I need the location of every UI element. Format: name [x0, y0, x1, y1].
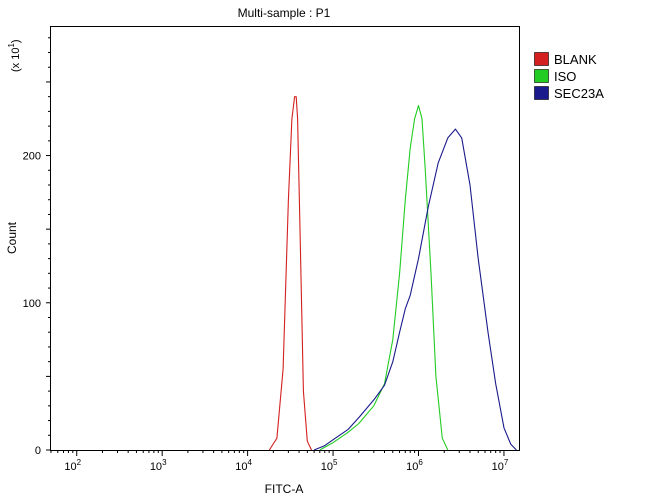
- legend-swatch-sec23a: [534, 86, 549, 100]
- x-axis-label: FITC-A: [265, 482, 304, 496]
- plot-frame: [50, 26, 520, 451]
- legend: BLANK ISO SEC23A: [534, 52, 604, 101]
- x-tick-label: 103: [150, 458, 167, 473]
- series-line-sec23a: [313, 128, 517, 451]
- chart-title: Multi-sample : P1: [238, 6, 331, 20]
- x-tick-label: 102: [64, 458, 81, 473]
- y-tick-label: 0: [35, 445, 41, 457]
- legend-swatch-iso: [534, 69, 549, 83]
- series-line-iso: [319, 104, 449, 451]
- series-line-blank: [268, 96, 312, 451]
- legend-label-blank: BLANK: [554, 52, 597, 67]
- x-tick-label: 107: [492, 458, 509, 473]
- x-tick-label: 106: [406, 458, 423, 473]
- legend-label-sec23a: SEC23A: [554, 86, 604, 101]
- x-axis: 102 103 104 105 106 107: [50, 450, 509, 473]
- x-tick-label: 105: [321, 458, 338, 473]
- y-multiplier-label: (x 101): [7, 39, 22, 72]
- legend-swatch-blank: [534, 52, 549, 66]
- y-tick-label: 200: [23, 151, 41, 163]
- series-layer: [268, 96, 517, 451]
- y-axis-label: Count: [5, 221, 19, 254]
- y-axis: 0 100 200: [23, 37, 51, 457]
- x-tick-label: 104: [235, 458, 252, 473]
- y-tick-label: 100: [23, 298, 41, 310]
- legend-label-iso: ISO: [554, 69, 576, 84]
